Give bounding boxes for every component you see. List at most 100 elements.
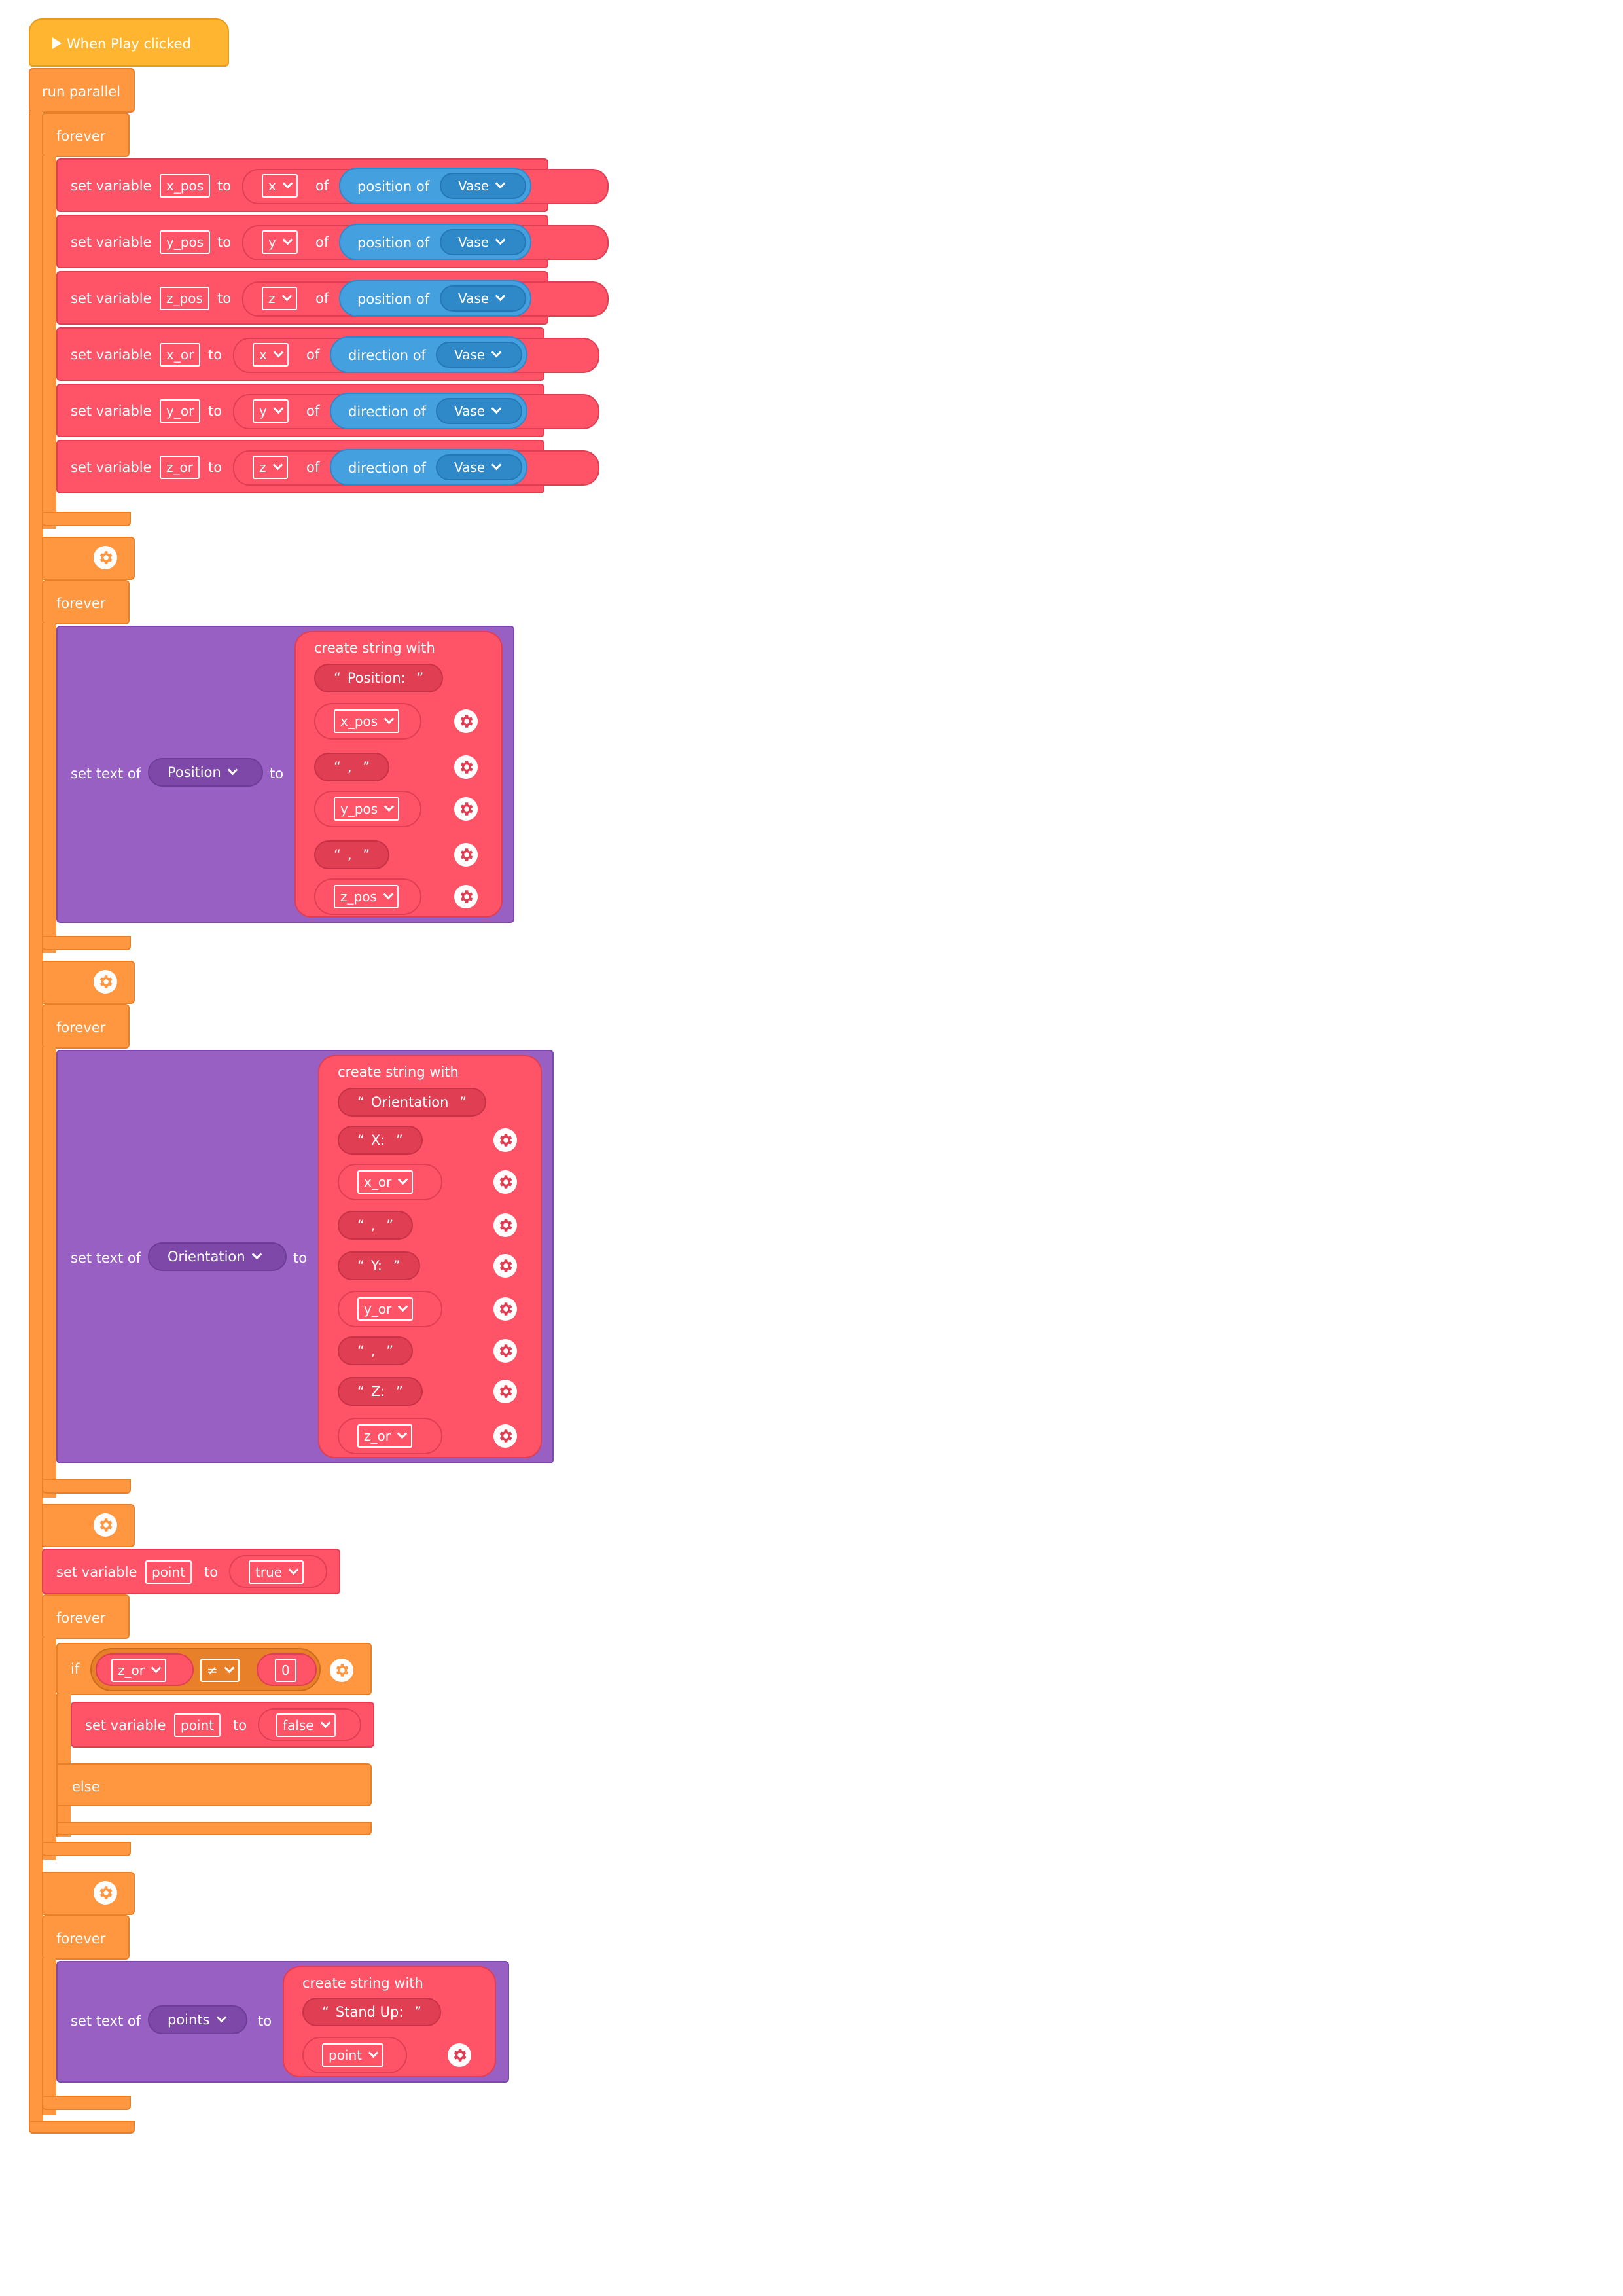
create-string-block[interactable]: create string with “ Position: ” x_pos “, ”… [294, 631, 503, 918]
variable-dropdown[interactable]: x_or [357, 1170, 414, 1194]
string-value[interactable]: Z: [370, 1384, 390, 1399]
variable-dropdown[interactable]: y_pos [334, 797, 400, 821]
string-literal[interactable]: “ Z: ” [338, 1377, 423, 1406]
set-text-points-block[interactable]: set text of points to create string with… [56, 1961, 509, 2083]
compare-right-value[interactable]: 0 [275, 1659, 296, 1682]
string-value[interactable]: , [370, 1343, 380, 1359]
gear-icon[interactable] [448, 2043, 471, 2067]
axis-dropdown[interactable]: x [262, 174, 298, 198]
variable-field[interactable]: z_pos [160, 287, 209, 310]
gear-icon[interactable] [454, 797, 478, 821]
variable-field[interactable]: y_pos [160, 230, 211, 254]
string-value[interactable]: Orientation [370, 1094, 454, 1110]
string-value[interactable]: , [347, 847, 357, 863]
string-literal[interactable]: “, ” [314, 840, 390, 869]
variable-dropdown[interactable]: x_pos [334, 709, 400, 733]
string-literal[interactable]: “ Stand Up: ” [302, 1998, 441, 2026]
boolean-value-dropdown[interactable]: true [249, 1560, 304, 1584]
string-value[interactable]: X: [370, 1132, 390, 1148]
string-value[interactable]: Stand Up: [335, 2004, 408, 2020]
run-parallel-block[interactable]: run parallel [29, 68, 135, 113]
gear-icon[interactable] [330, 1659, 353, 1682]
forever-block-2[interactable]: forever [42, 580, 130, 624]
object-dropdown[interactable]: Vase [436, 398, 522, 424]
axis-dropdown[interactable]: y [262, 230, 298, 254]
string-literal[interactable]: “, ” [338, 1211, 414, 1240]
forever-block-3[interactable]: forever [42, 1004, 130, 1049]
variable-field[interactable]: point [174, 1713, 221, 1737]
variable-field[interactable]: x_pos [160, 174, 211, 198]
set-variable-point-false-block[interactable]: set variable point to false [71, 1702, 374, 1748]
set-variable-point-true-block[interactable]: set variable point to true [42, 1549, 340, 1594]
gear-icon[interactable] [493, 1297, 517, 1321]
string-literal[interactable]: “ Y: ” [338, 1251, 420, 1280]
string-literal[interactable]: “ Position: ” [314, 664, 444, 692]
gear-icon[interactable] [493, 1424, 517, 1448]
set-text-orientation-block[interactable]: set text of Orientation to create string… [56, 1050, 554, 1463]
gear-icon[interactable] [493, 1380, 517, 1403]
variable-field[interactable]: y_or [160, 399, 201, 423]
compare-block[interactable]: z_or ≠ 0 [90, 1648, 321, 1691]
direction-of-block[interactable]: direction of Vase [330, 336, 527, 373]
variable-field[interactable]: z_or [160, 456, 200, 479]
text-target-dropdown[interactable]: Orientation [148, 1242, 287, 1271]
axis-dropdown[interactable]: z [262, 287, 297, 310]
gear-icon[interactable] [493, 1170, 517, 1194]
create-string-block[interactable]: create string with “ Stand Up: ” point [283, 1966, 496, 2077]
axis-dropdown[interactable]: y [253, 399, 289, 423]
gear-icon[interactable] [94, 1881, 117, 1905]
gear-icon[interactable] [493, 1213, 517, 1237]
gear-icon[interactable] [493, 1254, 517, 1278]
gear-icon[interactable] [94, 970, 117, 994]
run-parallel-mutator-4[interactable] [42, 1872, 135, 1915]
gear-icon[interactable] [454, 843, 478, 867]
gear-icon[interactable] [94, 546, 117, 569]
axis-dropdown[interactable]: x [253, 343, 289, 367]
position-of-block[interactable]: position of Vase [339, 280, 531, 317]
variable-dropdown[interactable]: point [322, 2043, 384, 2067]
gear-icon[interactable] [454, 709, 478, 733]
axis-dropdown[interactable]: z [253, 456, 288, 479]
variable-field[interactable]: point [145, 1560, 192, 1584]
text-target-dropdown[interactable]: points [148, 2005, 247, 2034]
compare-operator-dropdown[interactable]: ≠ [200, 1659, 240, 1682]
variable-dropdown[interactable]: z_or [357, 1424, 412, 1448]
object-dropdown[interactable]: Vase [436, 342, 522, 368]
text-target-dropdown[interactable]: Position [148, 758, 263, 787]
gear-icon[interactable] [454, 755, 478, 779]
compare-left-dropdown[interactable]: z_or [111, 1659, 166, 1682]
set-variable-row[interactable]: set variable y_pos to y of position of Vase [56, 215, 609, 268]
string-value[interactable]: Y: [370, 1258, 387, 1274]
forever-block-4[interactable]: forever [42, 1594, 130, 1639]
direction-of-block[interactable]: direction of Vase [330, 449, 527, 486]
create-string-block[interactable]: create string with “ Orientation ” “ X: ” x_… [318, 1055, 542, 1458]
gear-icon[interactable] [493, 1128, 517, 1152]
object-dropdown[interactable]: Vase [440, 285, 526, 312]
string-value[interactable]: , [347, 759, 357, 775]
set-variable-row[interactable]: set variable z_or to z of direction of Vase [56, 440, 599, 493]
run-parallel-mutator-2[interactable] [42, 961, 135, 1004]
object-dropdown[interactable]: Vase [440, 229, 526, 255]
forever-block-5[interactable]: forever [42, 1915, 130, 1960]
object-dropdown[interactable]: Vase [436, 454, 522, 480]
forever-block-1[interactable]: forever [42, 113, 130, 157]
string-literal[interactable]: “, ” [314, 753, 390, 781]
set-variable-row[interactable]: set variable x_pos to x of position of Vase [56, 158, 609, 212]
position-of-block[interactable]: position of Vase [339, 168, 531, 204]
set-variable-row[interactable]: set variable y_or to y of direction of Vase [56, 384, 599, 437]
string-literal[interactable]: “, ” [338, 1336, 414, 1365]
when-play-clicked-block[interactable]: When Play clicked [29, 18, 229, 67]
gear-icon[interactable] [94, 1513, 117, 1537]
set-text-position-block[interactable]: set text of Position to create string wi… [56, 626, 514, 923]
variable-field[interactable]: x_or [160, 343, 201, 367]
string-value[interactable]: , [370, 1217, 380, 1233]
if-else-block[interactable]: if z_or ≠ 0 [56, 1643, 372, 1695]
string-literal[interactable]: “ Orientation ” [338, 1088, 487, 1117]
run-parallel-mutator-3[interactable] [42, 1504, 135, 1547]
string-literal[interactable]: “ X: ” [338, 1126, 423, 1155]
variable-dropdown[interactable]: z_pos [334, 885, 399, 908]
object-dropdown[interactable]: Vase [440, 173, 526, 199]
set-variable-row[interactable]: set variable z_pos to z of position of Vase [56, 271, 609, 325]
variable-dropdown[interactable]: y_or [357, 1297, 414, 1321]
string-value[interactable]: Position: [347, 670, 410, 686]
